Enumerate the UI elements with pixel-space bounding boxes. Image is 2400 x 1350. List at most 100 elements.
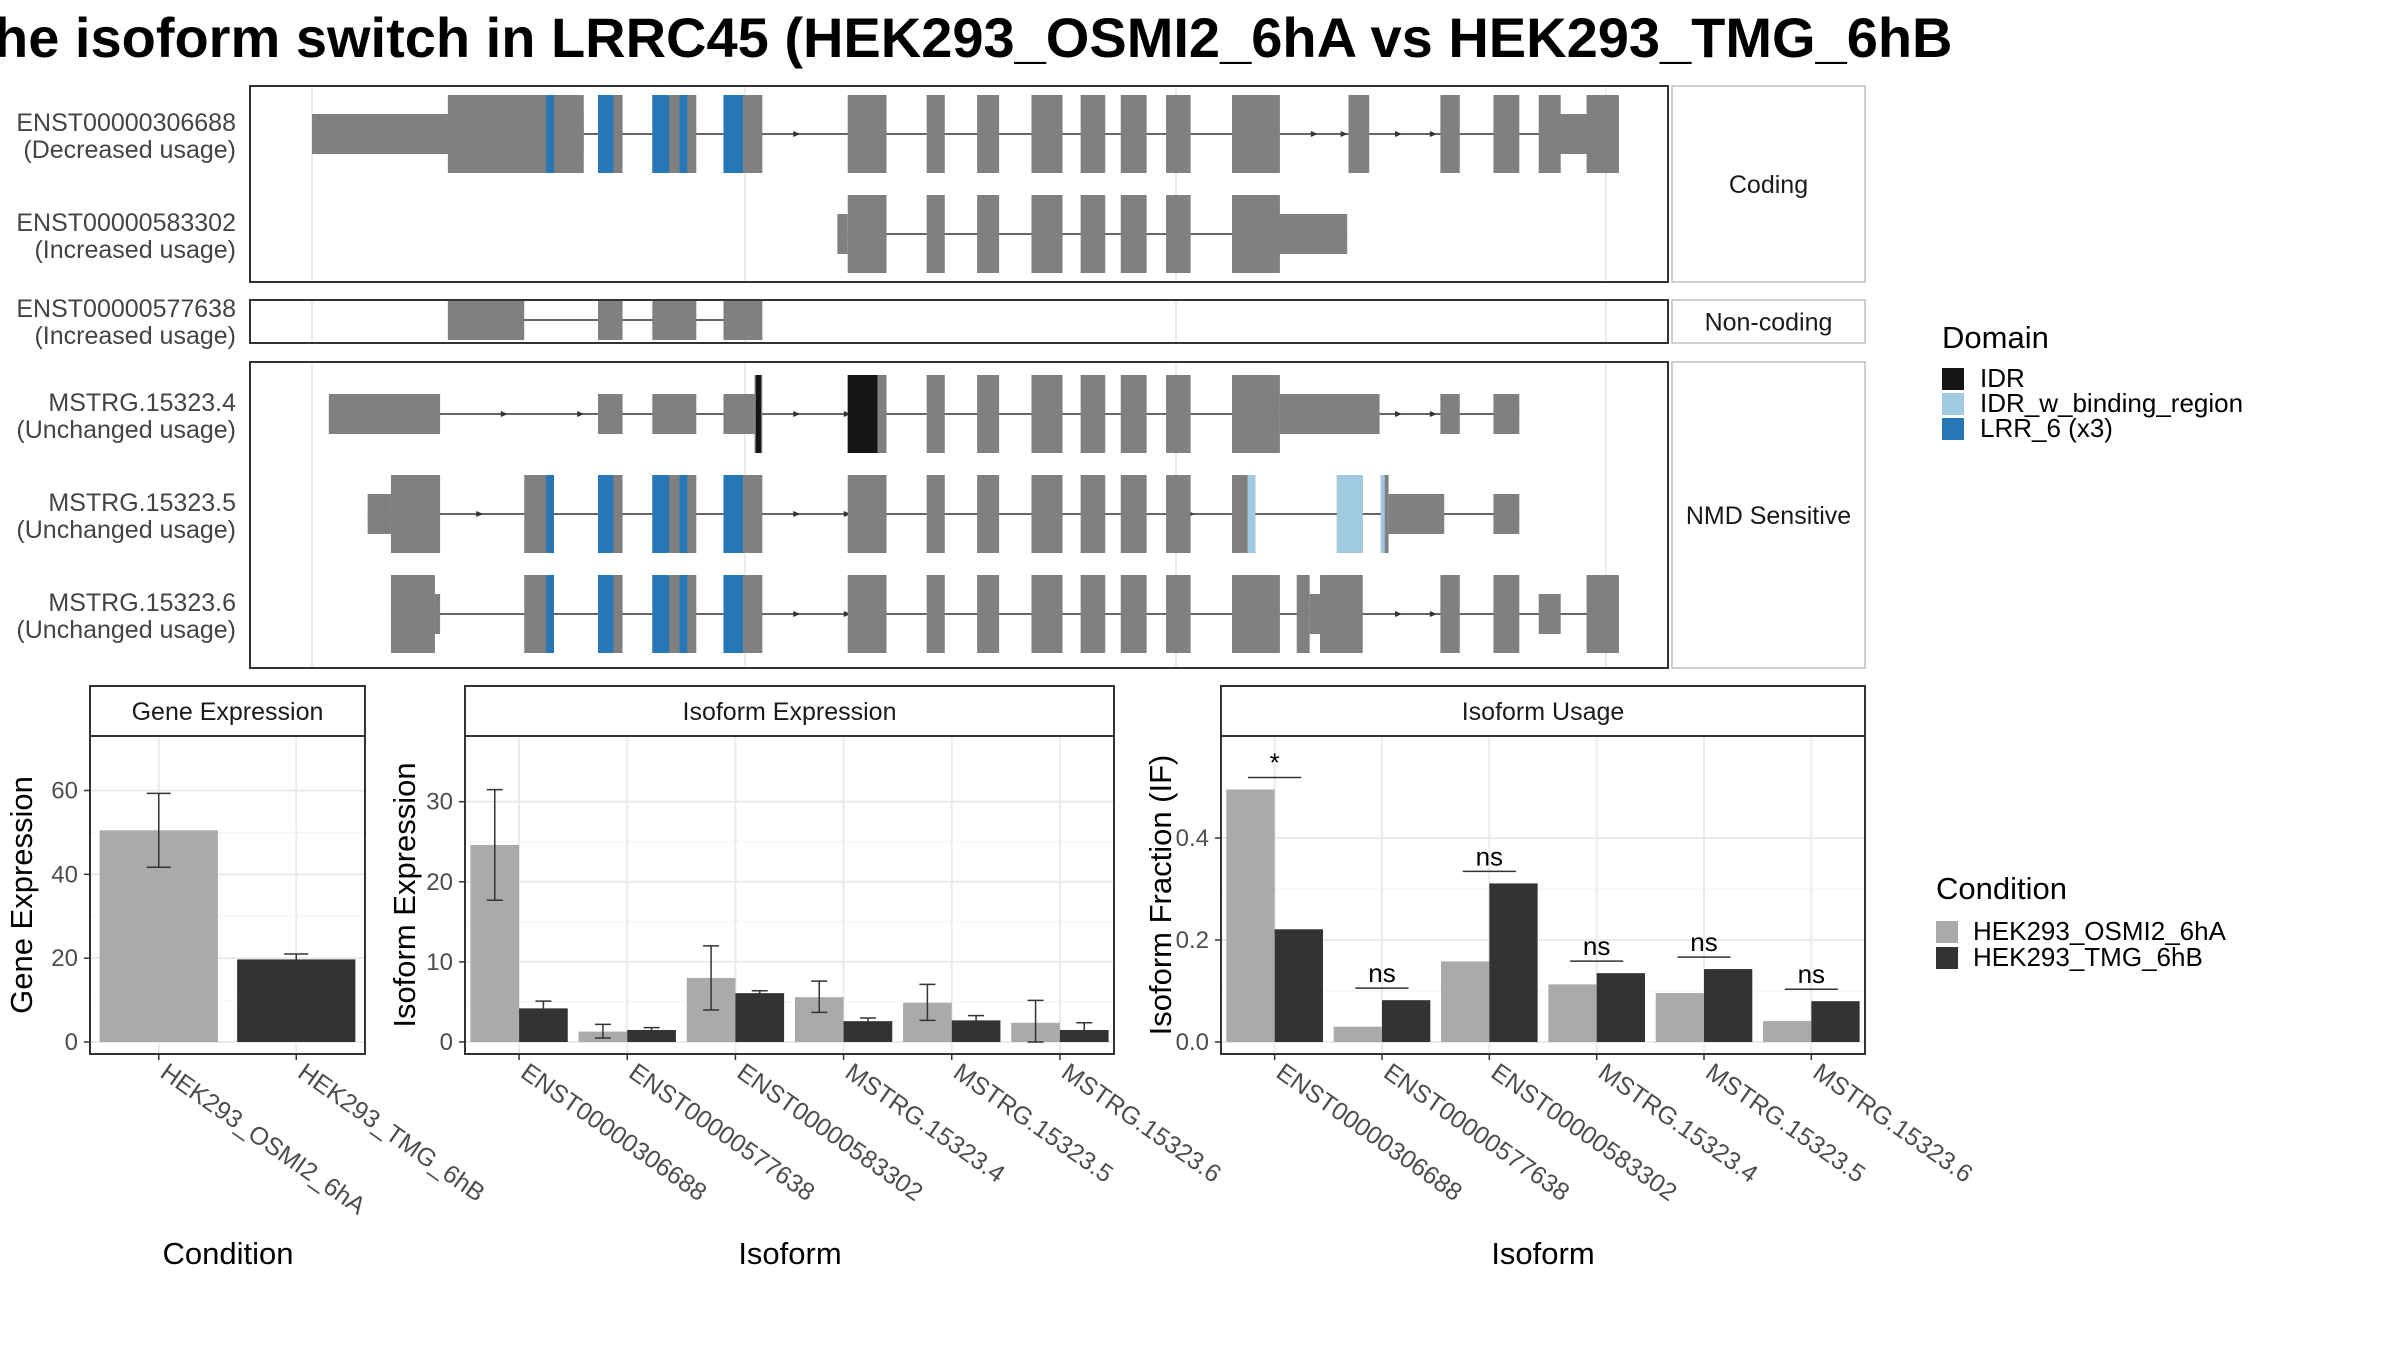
cds-exon <box>1320 575 1363 653</box>
condition-legend-label: HEK293_TMG_6hB <box>1973 942 2203 972</box>
series-bar <box>1548 984 1597 1042</box>
series-bar <box>843 1021 893 1042</box>
isoform-id-label: MSTRG.15323.5 <box>48 489 236 517</box>
cds-exon <box>1080 375 1106 453</box>
cds-exon <box>1232 575 1280 653</box>
domain-legend-swatch <box>1942 368 1964 390</box>
cds-exon <box>1493 575 1520 653</box>
cds-exon <box>1031 195 1063 273</box>
cds-exon <box>390 475 441 553</box>
series-bar <box>1274 929 1323 1042</box>
protein-domain <box>723 475 743 553</box>
protein-domain <box>847 375 878 453</box>
utr-exon <box>723 300 763 340</box>
series-bar <box>1226 789 1275 1042</box>
y-tick-label: 0.2 <box>1176 927 1209 954</box>
cds-exon <box>1120 195 1147 273</box>
cds-exon <box>1031 575 1063 653</box>
protein-domain <box>546 95 554 173</box>
y-tick-label: 30 <box>426 789 453 816</box>
intron-direction-arrow <box>843 411 851 417</box>
condition-legend-swatch <box>1936 921 1958 943</box>
facet-strip <box>89 685 366 737</box>
y-tick-label: 40 <box>51 861 78 888</box>
protein-domain <box>597 575 614 653</box>
condition-legend-swatch <box>1936 947 1958 969</box>
intron-direction-arrow <box>793 511 801 517</box>
utr-exon <box>1493 394 1520 434</box>
cds-exon <box>1031 475 1063 553</box>
facet-strip-label: Coding <box>1729 171 1808 199</box>
utr-exon <box>1279 394 1380 434</box>
x-tick-label: ENST00000583302 <box>732 1058 928 1207</box>
utr-exon <box>652 300 697 340</box>
isoform-usage-label: (Decreased usage) <box>23 136 236 164</box>
y-tick-label: 0 <box>65 1029 78 1056</box>
condition-legend-label: HEK293_OSMI2_6hA <box>1973 916 2227 946</box>
protein-domain <box>597 95 614 173</box>
utr-exon <box>1440 394 1460 434</box>
utr-exon <box>1388 494 1445 534</box>
x-tick-label: ENST00000583302 <box>1486 1058 1682 1207</box>
x-axis-title: Isoform <box>1491 1236 1594 1271</box>
intron-direction-arrow <box>577 411 585 417</box>
figure-title: he isoform switch in LRRC45 (HEK293_OSMI… <box>0 6 1953 69</box>
cds-exon <box>1586 95 1619 173</box>
cds-exon <box>447 95 584 173</box>
facet-strip-label: NMD Sensitive <box>1686 502 1851 530</box>
intron-direction-arrow <box>793 611 801 617</box>
cds-exon <box>390 575 435 653</box>
isoform-id-label: ENST00000583302 <box>16 209 236 237</box>
protein-domain <box>652 575 670 653</box>
intron-direction-arrow <box>1394 411 1402 417</box>
intron-direction-arrow <box>793 131 801 137</box>
cds-exon <box>1166 375 1191 453</box>
facet-strip <box>464 685 1115 737</box>
series-bar <box>951 1020 1001 1042</box>
x-axis-title: Isoform <box>738 1236 841 1271</box>
protein-domain <box>652 95 670 173</box>
utr-exon <box>597 300 623 340</box>
y-tick-label: 0 <box>440 1029 453 1056</box>
protein-domain <box>1336 475 1363 553</box>
utr-exon <box>1279 214 1348 254</box>
significance-label: ns <box>1476 841 1503 871</box>
cds-exon <box>1120 475 1147 553</box>
y-tick-label: 0.0 <box>1176 1029 1209 1056</box>
protein-domain <box>546 575 554 653</box>
intron-direction-arrow <box>793 411 801 417</box>
intron-direction-arrow <box>843 611 851 617</box>
domain-legend-label: LRR_6 (x3) <box>1980 413 2113 443</box>
condition-legend-title: Condition <box>1936 871 2067 906</box>
isoform-usage-label: (Increased usage) <box>34 322 236 350</box>
utr-exon <box>837 214 848 254</box>
utr-exon <box>597 394 623 434</box>
series-bar <box>1382 1000 1431 1042</box>
isoform-id-label: MSTRG.15323.6 <box>48 589 236 617</box>
facet-strip <box>1671 361 1866 669</box>
cds-exon <box>1080 575 1106 653</box>
cds-exon <box>926 375 945 453</box>
utr-exon <box>367 494 391 534</box>
cds-exon <box>847 195 887 273</box>
x-tick-label: ENST00000577638 <box>1379 1058 1575 1207</box>
domain-legend-label: IDR <box>1980 363 2025 393</box>
protein-domain <box>1247 475 1256 553</box>
cds-exon <box>1166 475 1191 553</box>
cds-exon <box>1166 195 1191 273</box>
protein-domain <box>1380 475 1385 553</box>
significance-label: ns <box>1798 959 1825 989</box>
structure-panel-border <box>249 85 1669 283</box>
cds-exon <box>1080 475 1106 553</box>
domain-legend-swatch <box>1942 418 1964 440</box>
cds-exon <box>977 475 1000 553</box>
cds-exon <box>1120 95 1147 173</box>
protein-domain <box>679 95 688 173</box>
series-bar <box>1596 973 1645 1042</box>
series-bar <box>735 993 785 1042</box>
condition-bar <box>237 959 356 1042</box>
utr-exon <box>328 394 441 434</box>
cds-exon <box>1120 375 1147 453</box>
gene-structure-panel: Coding ENST00000306688(Decreased usage) EN… <box>16 85 1866 669</box>
